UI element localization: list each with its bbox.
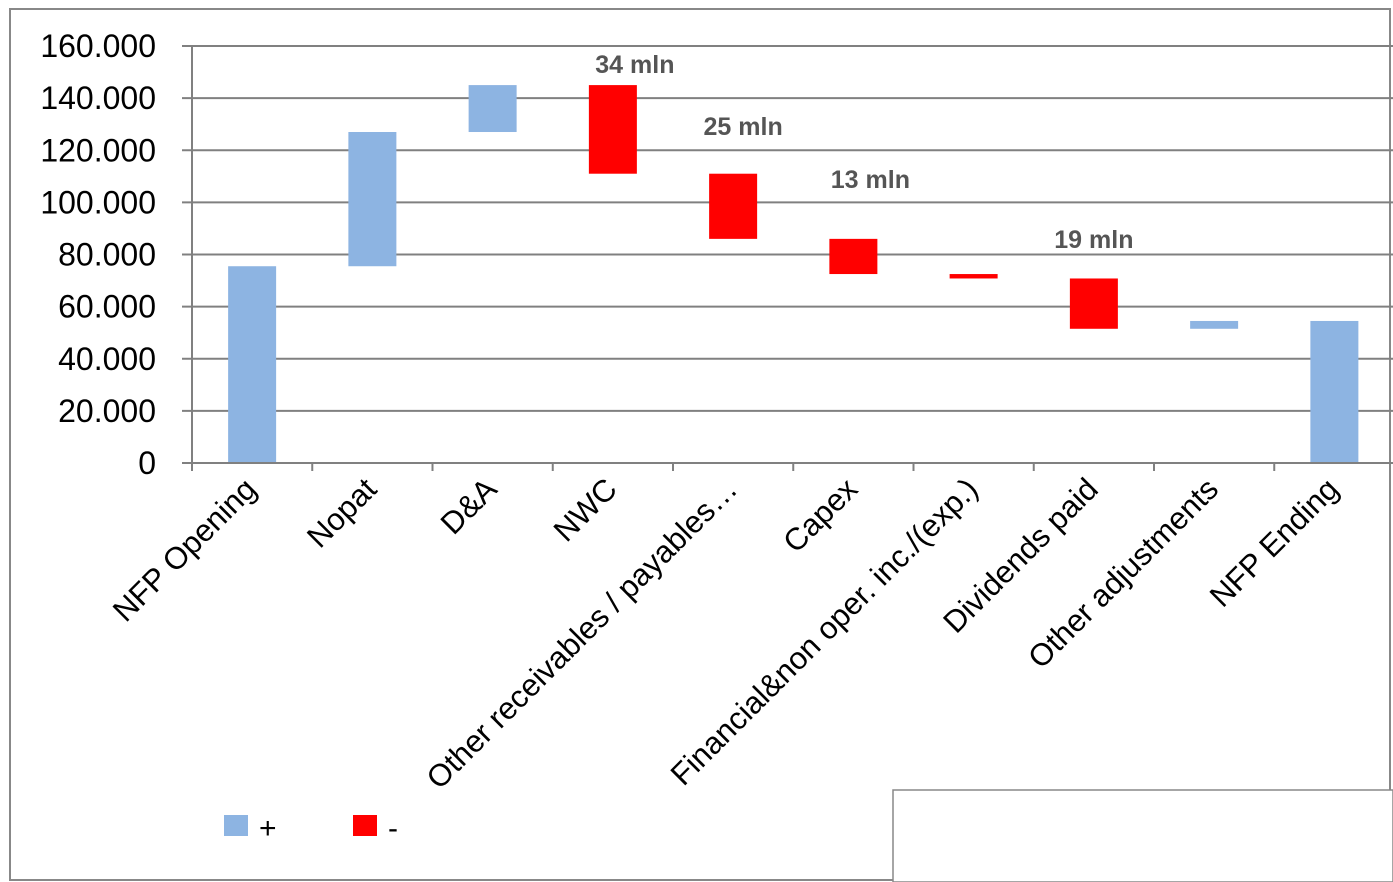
waterfall-bar	[949, 274, 998, 279]
waterfall-bar	[588, 85, 637, 174]
data-label: 13 mln	[831, 166, 910, 194]
legend-swatch	[353, 815, 377, 836]
y-tick-label: 40.000	[58, 341, 156, 377]
waterfall-bar	[228, 266, 277, 463]
waterfall-bar	[348, 132, 397, 267]
waterfall-bar	[468, 85, 517, 133]
data-label: 19 mln	[1054, 226, 1133, 254]
waterfall-bar	[1310, 320, 1359, 463]
legend-swatch	[224, 815, 248, 836]
y-tick-label: 160.000	[40, 28, 156, 64]
waterfall-bar	[829, 238, 878, 275]
y-tick-label: 120.000	[40, 132, 156, 168]
legend: + -	[224, 812, 398, 845]
axes	[182, 45, 1393, 471]
legend-label: -	[388, 812, 398, 845]
overlay-panel	[892, 789, 1393, 882]
data-label: 34 mln	[595, 51, 674, 79]
y-tick-label: 60.000	[58, 289, 156, 325]
bars	[228, 85, 1359, 463]
y-tick-label: 100.000	[40, 184, 156, 220]
waterfall-bar	[1190, 320, 1239, 329]
y-tick-label: 140.000	[40, 80, 156, 116]
legend-label: +	[259, 812, 277, 845]
waterfall-bar	[709, 173, 758, 239]
y-tick-label: 20.000	[58, 393, 156, 429]
data-label: 25 mln	[704, 113, 783, 141]
y-tick-label: 80.000	[58, 237, 156, 273]
y-tick-label: 0	[138, 445, 156, 481]
waterfall-bar	[1069, 278, 1118, 329]
